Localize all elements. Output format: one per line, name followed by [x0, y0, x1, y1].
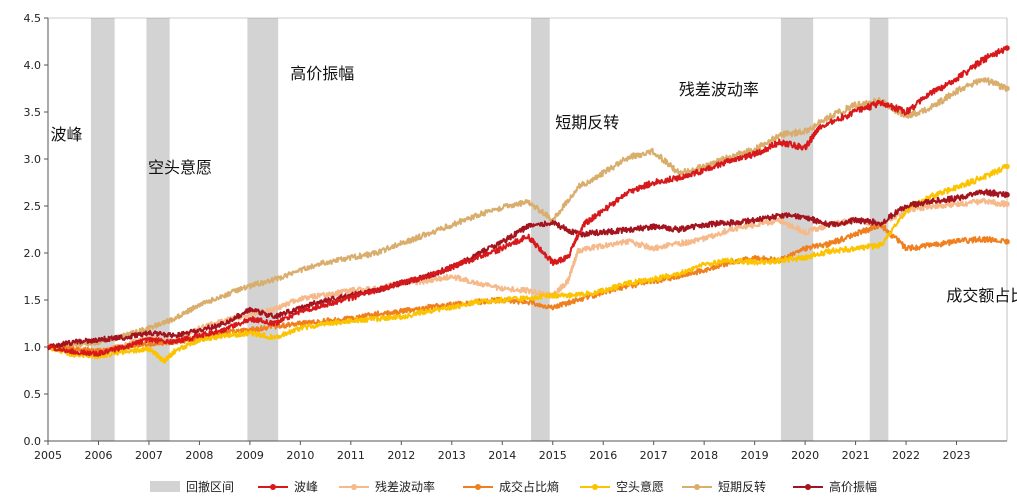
x-tick-label: 2009 — [236, 449, 264, 462]
x-tick-label: 2007 — [135, 449, 163, 462]
legend-marker-0 — [270, 484, 276, 490]
annotation-label: 成交额占比熵 — [946, 286, 1017, 305]
legend-label-drawdown: 回撤区间 — [186, 479, 234, 494]
series-end-point-2 — [1004, 238, 1010, 245]
drawdown-band-2 — [247, 18, 279, 441]
series-line-4 — [47, 77, 1008, 350]
y-tick-label: 2.0 — [24, 247, 42, 260]
legend: 回撤区间 波峰 残差波动率 成交占比熵 空头意愿 短期反转 高价振幅 — [150, 479, 877, 494]
annotation-label: 短期反转 — [555, 113, 619, 132]
series-end-point-0 — [1004, 45, 1010, 51]
x-tick-label: 2005 — [34, 449, 62, 462]
y-tick-label: 2.5 — [24, 200, 42, 213]
annotation-label: 空头意愿 — [148, 158, 212, 177]
legend-label-4: 短期反转 — [718, 479, 766, 494]
series-line-5 — [47, 188, 1008, 351]
series-line-3 — [47, 163, 1008, 364]
y-tick-label: 0.5 — [24, 388, 42, 401]
x-tick-label: 2015 — [539, 449, 567, 462]
x-tick-label: 2022 — [892, 449, 920, 462]
y-tick-label: 1.5 — [24, 294, 42, 307]
y-tick-label: 3.0 — [24, 153, 42, 166]
x-tick-label: 2019 — [741, 449, 769, 462]
drawdown-band-3 — [531, 18, 550, 441]
legend-swatch-drawdown — [150, 481, 180, 492]
drawdown-bands — [90, 18, 889, 441]
annotation-label: 波峰 — [51, 125, 83, 144]
legend-marker-5 — [805, 484, 811, 490]
x-tick-label: 2018 — [690, 449, 718, 462]
legend-label-2: 成交占比熵 — [499, 479, 559, 494]
x-tick-label: 2023 — [943, 449, 971, 462]
x-tick-label: 2016 — [589, 449, 617, 462]
x-tick-label: 2017 — [640, 449, 668, 462]
x-tick-label: 2011 — [337, 449, 365, 462]
legend-marker-2 — [475, 484, 481, 490]
x-tick-label: 2020 — [791, 449, 819, 462]
legend-marker-1 — [351, 484, 357, 490]
y-tick-label: 4.0 — [24, 59, 42, 72]
annotation-label: 高价振幅 — [290, 64, 354, 83]
drawdown-band-0 — [90, 18, 115, 441]
x-tick-label: 2013 — [438, 449, 466, 462]
axes: 0.0 0.5 1.0 1.5 2.0 2.5 3.0 3.5 4.0 4.5 2005 2006 20… — [24, 12, 1008, 462]
x-tick-label: 2012 — [387, 449, 415, 462]
x-tick-label: 2006 — [84, 449, 112, 462]
legend-label-1: 残差波动率 — [375, 479, 435, 494]
y-tick-label: 0.0 — [24, 435, 42, 448]
drawdown-band-1 — [146, 18, 170, 441]
x-tick-label: 2010 — [286, 449, 314, 462]
legend-label-5: 高价振幅 — [829, 479, 877, 494]
series-end-point-3 — [1004, 163, 1010, 170]
legend-label-0: 波峰 — [294, 480, 318, 494]
annotation-label: 残差波动率 — [679, 80, 759, 99]
y-tick-label: 3.5 — [24, 106, 42, 119]
legend-marker-3 — [592, 484, 598, 490]
x-tick-label: 2014 — [488, 449, 516, 462]
legend-label-3: 空头意愿 — [616, 479, 664, 494]
y-tick-label: 4.5 — [24, 12, 42, 25]
series-end-point-5 — [1004, 191, 1010, 198]
drawdown-band-5 — [869, 18, 889, 441]
series-end-point-1 — [1004, 201, 1010, 207]
series-end-point-4 — [1004, 85, 1010, 92]
x-tick-label: 2021 — [842, 449, 870, 462]
series-lines — [47, 45, 1010, 364]
y-tick-label: 1.0 — [24, 341, 42, 354]
legend-marker-4 — [694, 484, 700, 490]
x-tick-label: 2008 — [185, 449, 213, 462]
series-line-0 — [47, 46, 1008, 357]
